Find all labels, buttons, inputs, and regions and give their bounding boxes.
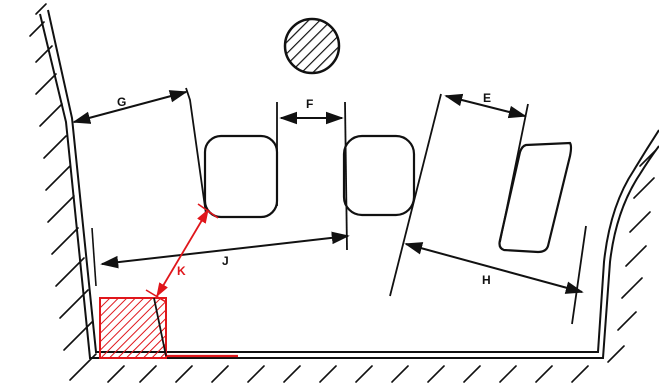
label-f: F (306, 97, 313, 111)
hatched-circle (283, 17, 341, 75)
label-j: J (222, 254, 229, 268)
label-h: H (482, 273, 491, 287)
rounded-block-middle (342, 134, 416, 217)
dimension-j-arrow (100, 231, 350, 269)
label-k: K (177, 264, 186, 278)
tilted-block (498, 141, 573, 254)
container-wall (39, 9, 659, 359)
rounded-block-left (203, 134, 279, 219)
ground-hatching (29, 3, 657, 383)
dimension-h-arrow (404, 242, 584, 294)
label-e: E (483, 91, 491, 105)
left-inner-line (91, 227, 97, 287)
dimension-g-arrow (72, 90, 188, 124)
dimension-e-arrow (444, 93, 527, 119)
label-g: G (117, 95, 126, 109)
highlight-region (99, 297, 238, 359)
k-tick-bottom (145, 289, 167, 303)
dimension-k (145, 203, 219, 303)
dimension-arrows (72, 90, 584, 294)
dimension-k-arrow (156, 208, 209, 298)
k-tick-top (197, 203, 219, 219)
